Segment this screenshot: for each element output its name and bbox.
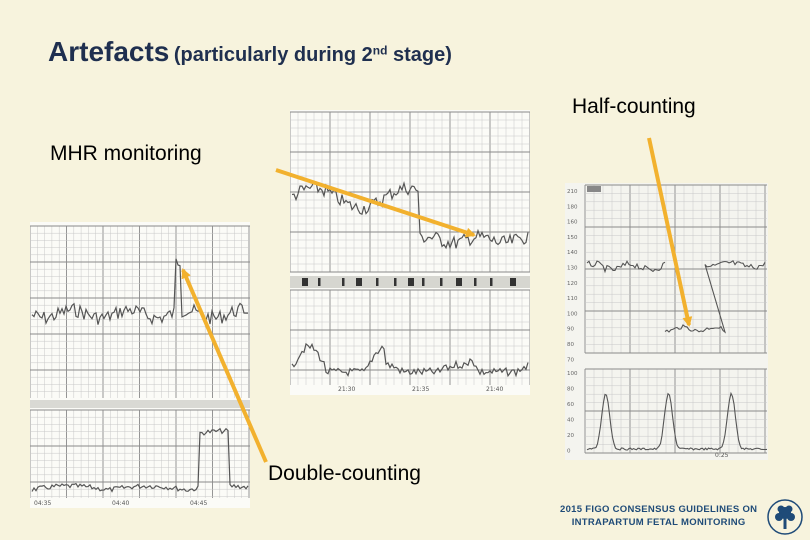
toco-axis-tick: 0 xyxy=(567,449,571,455)
fhr-axis-tick: 70 xyxy=(567,357,574,363)
toco-axis-tick: 60 xyxy=(567,402,574,408)
double-counting-label: Double-counting xyxy=(268,462,421,485)
fhr-grid-middle xyxy=(290,111,530,273)
fhr-axis-right: 210 180 160 150 140 130 120 110 100 90 80 70 xyxy=(567,189,578,363)
ctg-trace-middle: 21:30 21:35 21:40 xyxy=(290,110,530,395)
mhr-monitoring-label: MHR monitoring xyxy=(50,142,202,165)
fhr-grid-right xyxy=(584,184,767,354)
fhr-axis-tick: 90 xyxy=(567,327,574,333)
toco-grid-right xyxy=(584,368,767,454)
toco-trace-right xyxy=(586,391,768,451)
fhr-axis-tick: 110 xyxy=(567,296,578,302)
slide-title: Artefacts (particularly during 2nd stage… xyxy=(48,36,452,68)
time-label-left-0: 04:35 xyxy=(34,500,51,507)
fhr-axis-tick: 150 xyxy=(567,235,578,241)
time-label-middle-2: 21:40 xyxy=(486,386,503,393)
toco-axis-tick: 100 xyxy=(567,371,578,377)
title-paren: (particularly during 2 xyxy=(173,44,373,66)
time-label-left-2: 04:45 xyxy=(190,500,207,507)
time-label-middle-0: 21:30 xyxy=(338,386,355,393)
event-marks-middle xyxy=(290,276,530,288)
toco-axis-tick: 40 xyxy=(567,418,574,424)
ctg-right-svg: 210 180 160 150 140 130 120 110 100 90 80 70 100 80 6… xyxy=(565,183,768,460)
toco-trace-middle xyxy=(291,342,529,378)
fhr-axis-tick: 120 xyxy=(567,281,578,287)
half-counting-label: Half-counting xyxy=(572,95,696,118)
time-label-left-1: 04:40 xyxy=(112,500,129,507)
ctg-left-svg: 04:35 04:40 04:45 xyxy=(30,225,250,507)
toco-axis-right: 100 80 60 40 20 0 xyxy=(567,371,578,455)
toco-axis-tick: 80 xyxy=(567,387,574,393)
toco-axis-tick: 20 xyxy=(567,433,574,439)
ctg-trace-right: 210 180 160 150 140 130 120 110 100 90 80 70 100 80 6… xyxy=(565,183,768,460)
ctg-trace-left: 04:35 04:40 04:45 xyxy=(30,222,250,508)
footer-line-2: INTRAPARTUM FETAL MONITORING xyxy=(571,517,746,528)
scale-marker-right xyxy=(587,186,601,192)
title-main: Artefacts xyxy=(48,36,170,67)
footer-text: 2015 FIGO CONSENSUS GUIDELINES ON INTRAP… xyxy=(560,503,757,529)
fhr-axis-tick: 210 xyxy=(567,189,578,195)
strip-separator-left xyxy=(30,400,250,408)
fhr-trace-left xyxy=(31,258,248,326)
fhr-axis-tick: 130 xyxy=(567,266,578,272)
footer-line-1: 2015 FIGO CONSENSUS GUIDELINES ON xyxy=(560,504,758,515)
fhr-axis-tick: 160 xyxy=(567,220,578,226)
title-superscript: nd xyxy=(372,43,388,58)
fhr-axis-tick: 140 xyxy=(567,250,578,256)
time-label-right: 0:25 xyxy=(715,452,729,459)
fhr-axis-tick: 180 xyxy=(567,204,578,210)
ctg-middle-svg: 21:30 21:35 21:40 xyxy=(290,111,530,393)
fhr-axis-tick: 80 xyxy=(567,342,574,348)
fhr-axis-tick: 100 xyxy=(567,311,578,317)
figo-tree-logo xyxy=(767,499,803,535)
time-label-middle-1: 21:35 xyxy=(412,386,429,393)
title-end: stage) xyxy=(387,44,452,66)
